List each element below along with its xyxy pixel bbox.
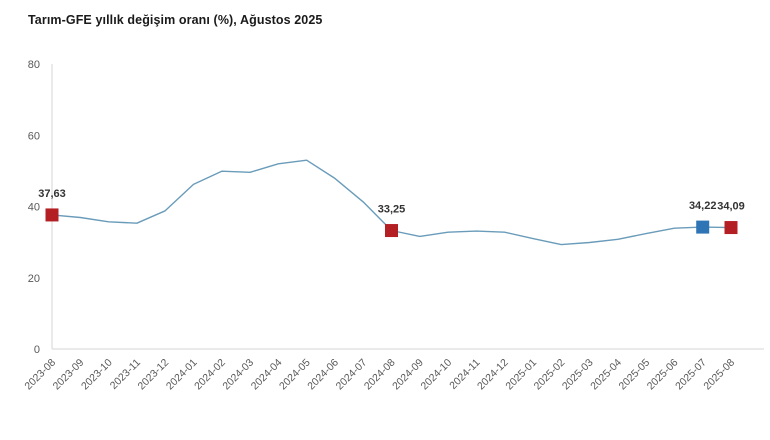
y-axis-tick-label: 20 xyxy=(28,273,40,285)
value-label-2023-08: 37,63 xyxy=(38,188,66,200)
y-axis-tick-label: 80 xyxy=(28,59,40,71)
chart-title: Tarım-GFE yıllık değişim oranı (%), Ağus… xyxy=(28,13,323,27)
marker-2025-07 xyxy=(696,220,710,234)
marker-2025-08 xyxy=(724,221,738,235)
marker-2023-08 xyxy=(45,208,59,222)
x-axis-tick-label: 2025-08 xyxy=(701,357,737,393)
marker-2024-08 xyxy=(385,224,398,238)
y-axis-tick-label: 60 xyxy=(28,130,40,142)
value-label-2025-07: 34,22 xyxy=(689,200,717,212)
y-axis-tick-label: 0 xyxy=(34,344,40,356)
x-axis-tick-label: 2023-10 xyxy=(79,357,115,393)
value-label-2025-08: 34,09 xyxy=(717,201,745,213)
x-axis-tick-label: 2024-10 xyxy=(418,357,454,393)
value-label-2024-08: 33,25 xyxy=(378,204,406,216)
y-axis-tick-label: 40 xyxy=(28,202,40,214)
